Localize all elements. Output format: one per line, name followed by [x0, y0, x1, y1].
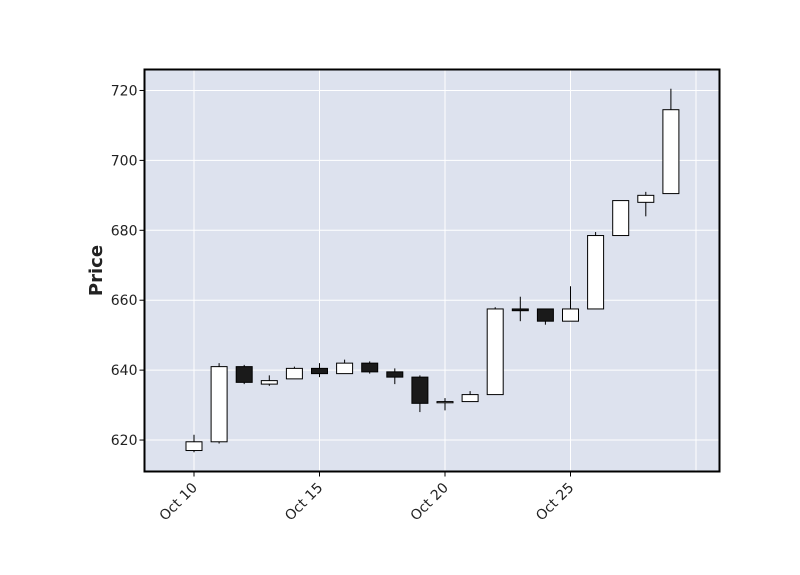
candle-body	[637, 194, 655, 203]
candle	[562, 286, 579, 322]
y-tick-label: 720	[111, 83, 138, 99]
candle-body	[662, 109, 680, 195]
candle-body	[612, 200, 630, 237]
candle-body	[562, 308, 579, 322]
candle	[386, 368, 404, 385]
candle-body	[210, 366, 228, 443]
candle	[637, 191, 655, 217]
candle	[285, 366, 303, 380]
x-axis-ticks: Oct 10 Oct 15 Oct 20 Oct 25	[157, 471, 577, 524]
candle	[411, 375, 429, 413]
x-tick-label: Oct 20	[408, 480, 452, 524]
candle-body	[511, 308, 529, 312]
candles	[185, 88, 680, 453]
x-tick-label: Oct 15	[282, 480, 326, 524]
candle-body	[461, 394, 479, 403]
candle-body	[235, 366, 253, 383]
y-axis-label: Price	[86, 245, 107, 296]
y-tick-label: 660	[111, 293, 138, 309]
candle	[587, 232, 605, 310]
candle-body	[411, 376, 429, 404]
y-tick-label: 680	[111, 223, 138, 239]
candle	[235, 364, 253, 385]
candle-body	[311, 367, 328, 375]
candle	[336, 359, 354, 375]
candle-body	[185, 441, 203, 452]
candle	[486, 307, 504, 396]
candle-body	[587, 235, 605, 310]
plot-background	[144, 69, 720, 472]
candle	[612, 200, 630, 237]
y-tick-label: 620	[111, 433, 138, 449]
candle-body	[486, 308, 504, 396]
x-tick-label: Oct 25	[533, 480, 577, 524]
candle-body	[336, 362, 354, 375]
candle	[311, 363, 328, 378]
candle	[461, 391, 479, 403]
candle	[536, 308, 554, 325]
candle-body	[436, 401, 454, 404]
y-tick-label: 700	[111, 153, 138, 169]
candle	[511, 296, 529, 322]
y-tick-label: 640	[111, 363, 138, 379]
x-tick-label: Oct 10	[157, 480, 201, 524]
candle-body	[260, 380, 278, 385]
candle	[436, 398, 454, 411]
candle	[210, 363, 228, 444]
y-axis-ticks: 620 640 660 680 700 720	[111, 83, 145, 449]
candle	[662, 88, 680, 195]
candle-body	[361, 362, 379, 373]
candle	[185, 434, 203, 453]
candle-body	[386, 371, 404, 378]
candle-body	[536, 308, 554, 322]
plot-frame	[143, 68, 721, 473]
candle	[361, 361, 379, 374]
candle-body	[285, 367, 303, 380]
candle	[260, 375, 278, 386]
